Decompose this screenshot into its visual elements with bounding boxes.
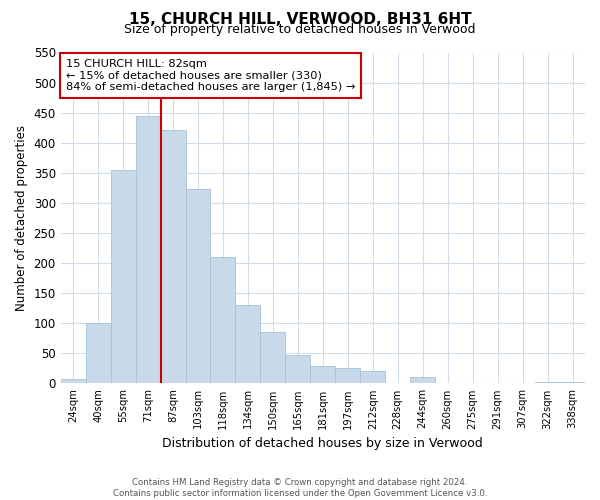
Bar [86,322,110,384]
Bar [310,366,335,384]
Text: 15 CHURCH HILL: 82sqm
← 15% of detached houses are smaller (330)
84% of semi-det: 15 CHURCH HILL: 82sqm ← 15% of detached … [66,59,355,92]
Bar [335,368,360,384]
Text: 15, CHURCH HILL, VERWOOD, BH31 6HT: 15, CHURCH HILL, VERWOOD, BH31 6HT [128,12,472,28]
Bar [260,332,286,384]
Bar [136,116,161,384]
Bar [110,170,136,384]
X-axis label: Distribution of detached houses by size in Verwood: Distribution of detached houses by size … [163,437,483,450]
Bar [535,382,560,384]
Bar [211,257,235,384]
Bar [185,189,211,384]
Y-axis label: Number of detached properties: Number of detached properties [15,125,28,311]
Bar [161,130,185,384]
Bar [410,378,435,384]
Text: Size of property relative to detached houses in Verwood: Size of property relative to detached ho… [124,22,476,36]
Bar [286,354,310,384]
Bar [560,382,585,384]
Text: Contains HM Land Registry data © Crown copyright and database right 2024.
Contai: Contains HM Land Registry data © Crown c… [113,478,487,498]
Bar [61,379,86,384]
Bar [360,372,385,384]
Bar [235,305,260,384]
